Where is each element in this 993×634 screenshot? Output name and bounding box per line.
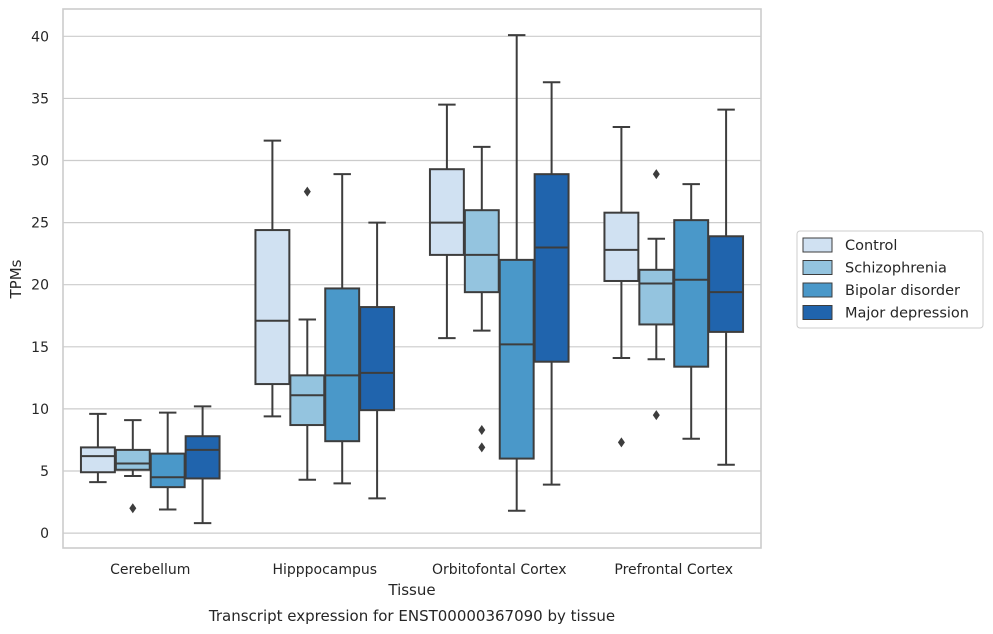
box-0-1 (114, 419, 151, 514)
box-iqr (254, 229, 291, 386)
box-iqr (114, 448, 151, 471)
y-tick-label: 40 (31, 29, 49, 45)
box-1-3 (359, 221, 396, 500)
box-1-1 (289, 186, 326, 481)
x-axis-title: Tissue (387, 581, 435, 599)
box-3-0 (603, 125, 640, 448)
y-tick-label: 10 (31, 402, 49, 418)
legend-label: Control (845, 238, 897, 254)
box-iqr (184, 435, 221, 480)
legend-swatch (802, 305, 833, 320)
box-0-3 (184, 405, 221, 525)
legend-swatch (802, 237, 833, 253)
x-tick-labels: Cerebellum Hipppocampus Orbitofontal Corte… (110, 562, 733, 578)
x-tick-label: Hipppocampus (272, 562, 377, 578)
box-3-3 (708, 108, 745, 466)
y-tick-label: 25 (31, 216, 49, 232)
box-0-2 (149, 411, 186, 511)
box-2-0 (428, 103, 465, 340)
legend-frame (796, 230, 984, 329)
box-iqr (673, 219, 710, 368)
box-1-2 (324, 173, 361, 485)
box-iqr (149, 452, 186, 489)
box-iqr (498, 258, 535, 460)
y-axis-title: TPMs (7, 259, 25, 299)
legend-label: Bipolar disorder (845, 283, 960, 299)
box-0-0 (79, 412, 116, 484)
chart-caption: Transcript expression for ENST0000036709… (208, 607, 615, 625)
box-iqr (463, 209, 500, 294)
legend-label: Schizophrenia (845, 261, 947, 277)
y-tick-label: 35 (31, 91, 49, 107)
box-3-2 (673, 183, 710, 440)
box-2-3 (533, 81, 570, 486)
box-2-1 (463, 145, 500, 453)
box-1-0 (254, 139, 291, 418)
box-plot-marks (79, 34, 745, 525)
x-tick-label: Orbitofontal Cortex (432, 562, 567, 578)
box-iqr (708, 235, 745, 333)
outlier-point (478, 442, 486, 453)
x-tick-label: Prefrontal Cortex (614, 562, 733, 578)
y-tick-label: 0 (40, 526, 49, 542)
y-tick-label: 20 (31, 278, 49, 294)
legend-swatch (802, 260, 833, 275)
box-iqr (638, 268, 675, 326)
box-iqr (324, 287, 361, 443)
box-2-2 (498, 34, 535, 512)
outlier-point (617, 437, 625, 448)
y-tick-labels: 0 5 10 15 20 25 30 35 40 (31, 29, 49, 542)
box-iqr (533, 173, 570, 363)
box-iqr (289, 374, 326, 427)
box-iqr (428, 168, 465, 256)
box-iqr (359, 306, 396, 412)
box-iqr (603, 211, 640, 282)
legend-swatch (802, 282, 833, 298)
outlier-point (129, 503, 137, 514)
legend-label: Major depression (845, 306, 969, 322)
x-tick-label: Cerebellum (110, 562, 190, 578)
y-tick-label: 30 (31, 154, 49, 170)
box-iqr (79, 446, 116, 474)
y-tick-label: 5 (40, 464, 49, 480)
outlier-point (478, 425, 486, 436)
outlier-point (652, 169, 660, 180)
outlier-point (652, 410, 660, 421)
legend: Control Schizophrenia Bipolar disorder Majo… (796, 230, 984, 329)
box-3-1 (638, 169, 675, 421)
plot-frame (62, 8, 762, 549)
y-tick-label: 15 (31, 340, 49, 356)
outlier-point (303, 186, 311, 197)
